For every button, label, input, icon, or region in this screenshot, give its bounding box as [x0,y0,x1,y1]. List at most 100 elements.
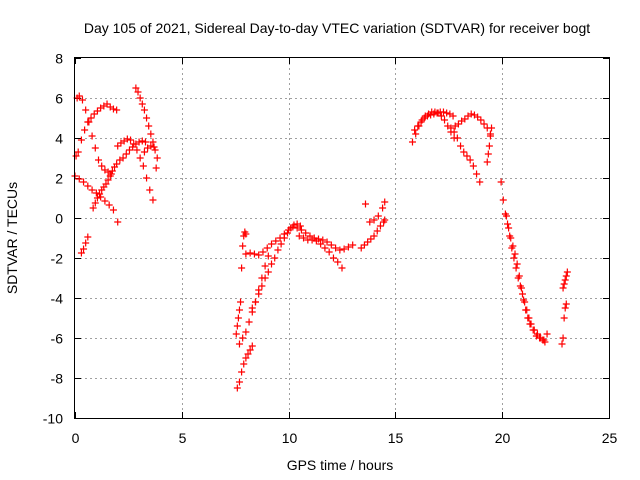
data-point [153,154,161,162]
data-point [78,96,86,104]
data-point [140,106,148,114]
data-point [75,175,83,183]
data-point [138,137,146,145]
data-point [264,268,272,276]
data-point [512,264,520,272]
data-point [255,290,263,298]
data-point [147,130,155,138]
data-point [329,254,337,262]
data-point [317,240,325,248]
data-point [502,212,510,220]
data-point [237,298,245,306]
data-point [136,94,144,102]
series-arc1 [72,100,121,160]
data-point [488,124,496,132]
data-point [325,248,333,256]
data-point [284,229,292,237]
y-tick-label: 0 [55,211,63,227]
data-point [242,230,250,238]
data-point [499,196,507,204]
data-point [89,204,97,212]
data-point [497,178,505,186]
data-point [417,118,425,126]
data-point [143,174,151,182]
data-point [145,122,153,130]
data-point [88,132,96,140]
series-arc19 [447,124,484,186]
y-tick-label: -8 [51,371,64,387]
data-point [370,216,378,224]
data-point [244,350,252,358]
data-point [408,138,416,146]
data-point [143,114,151,122]
data-point [473,170,481,178]
grid [75,58,609,418]
series-arc25 [559,268,571,292]
data-point [84,233,92,241]
series-arc4 [77,233,92,257]
data-point [447,124,455,132]
data-point [433,109,441,117]
data-point [344,243,352,251]
data-point [441,116,449,124]
data-point [463,152,471,160]
data-point [360,241,368,249]
data-point [113,160,121,168]
series-arc9 [233,342,256,392]
series-arc15 [357,198,389,252]
data-point [233,322,241,330]
data-point [321,244,329,252]
data-point [132,84,140,92]
data-point [411,126,419,134]
data-point [327,241,335,249]
series-arc13 [248,220,304,312]
series-arc14 [295,232,346,272]
data-point [543,330,551,338]
data-point [113,106,121,114]
data-point [109,206,117,214]
x-tick-label: 10 [282,430,298,446]
data-point [239,334,247,342]
data-point [251,298,259,306]
y-tick-label: 6 [55,91,63,107]
x-tick-label: 25 [602,430,618,446]
data-point [466,156,474,164]
series-arc5 [89,137,149,212]
data-point [509,242,517,250]
data-point [93,194,101,202]
data-point [258,282,266,290]
data-point [239,242,247,250]
data-point [423,112,431,120]
data-point [146,186,154,194]
data-point [134,88,142,96]
data-point [77,249,85,257]
data-point [84,182,92,190]
data-point [77,136,85,144]
data-point [560,314,568,322]
data-point [133,146,141,154]
data-point [97,193,105,201]
data-point [290,221,298,229]
data-point [485,142,493,150]
data-point [274,246,282,254]
data-point [245,318,253,326]
data-point [149,196,157,204]
data-point [323,238,331,246]
chart-title: Day 105 of 2021, Sidereal Day-to-day VTE… [84,20,590,36]
data-point [255,251,263,259]
data-point [308,236,316,244]
y-tick-label: -6 [51,331,64,347]
data-point [125,146,133,154]
data-point [130,140,138,148]
data-point [246,346,254,354]
data-point [454,120,462,128]
data-point [151,146,159,154]
data-point [90,110,98,118]
data-point [114,142,122,150]
y-tick-label: 4 [55,131,63,147]
series-arc3 [71,172,122,226]
data-point [414,122,422,130]
data-point [82,239,90,247]
data-point [296,222,304,230]
data-point [349,241,357,249]
